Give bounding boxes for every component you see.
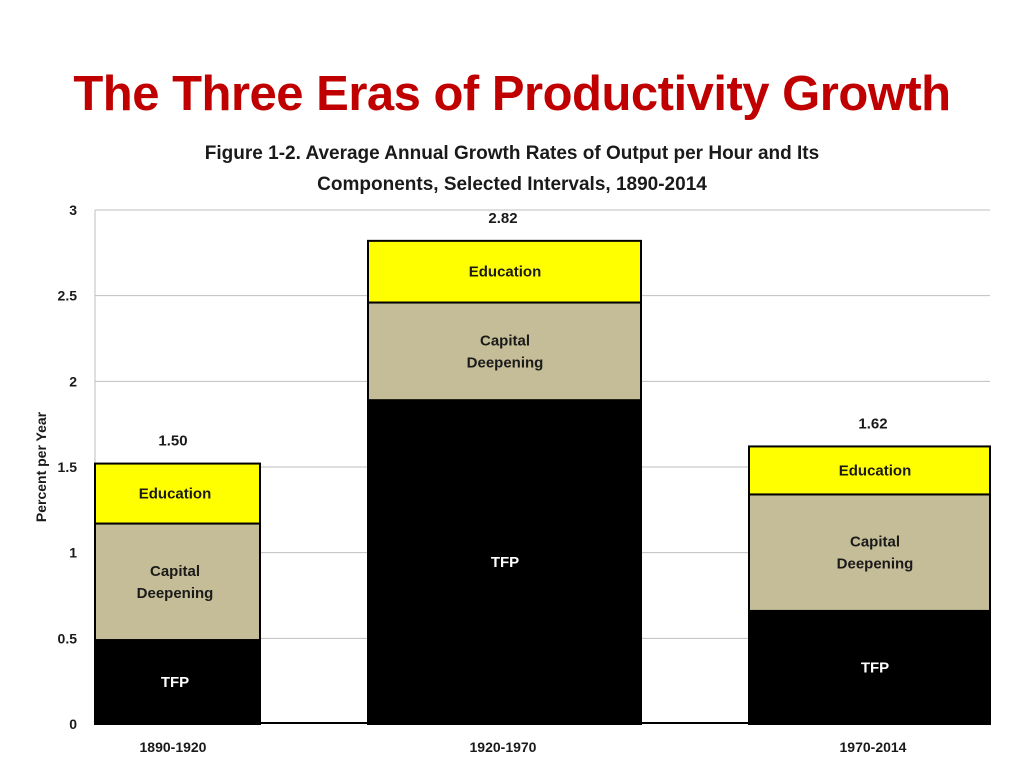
total-label: 2.82 bbox=[488, 210, 517, 227]
chart-title-line-1: Figure 1-2. Average Annual Growth Rates … bbox=[204, 143, 820, 164]
x-tick-label: 1920-1970 bbox=[470, 739, 537, 755]
y-tick-label: 1.5 bbox=[58, 459, 78, 475]
slide-title: The Three Eras of Productivity Growth bbox=[73, 67, 951, 121]
segment-label: Capital bbox=[150, 563, 200, 580]
bar-segment bbox=[94, 639, 261, 726]
segment-label: TFP bbox=[861, 659, 889, 676]
chart-title-line-2: Components, Selected Intervals, 1890-201… bbox=[317, 174, 707, 195]
y-axis: 0 0.5 1 1.5 2 2.5 3 Percent per Year bbox=[33, 202, 96, 732]
y-axis-title: Percent per Year bbox=[33, 411, 49, 522]
segment-label: Capital bbox=[850, 534, 900, 551]
x-tick-label: 1970-2014 bbox=[840, 739, 907, 755]
y-tick-label: 0.5 bbox=[58, 630, 78, 646]
segment-label: Deepening bbox=[837, 556, 914, 573]
segment-label: Capital bbox=[480, 332, 530, 349]
x-tick-label: 1890-1920 bbox=[140, 739, 207, 755]
y-tick-label: 1 bbox=[69, 545, 77, 561]
y-tick-label: 0 bbox=[69, 716, 77, 732]
bar-segment bbox=[367, 239, 642, 304]
labels: TFP Capital Deepening Education 1.50 1890-192… bbox=[137, 210, 914, 755]
total-label: 1.62 bbox=[858, 415, 887, 432]
segment-label: Education bbox=[839, 462, 912, 479]
segment-label: TFP bbox=[491, 554, 519, 571]
bar-segment bbox=[94, 462, 261, 525]
bar-segment bbox=[367, 301, 642, 402]
bar-segment bbox=[367, 399, 642, 725]
bar-segment bbox=[94, 522, 261, 642]
bar-segment bbox=[748, 493, 991, 612]
segment-label: Deepening bbox=[467, 354, 544, 371]
segment-label: Deepening bbox=[137, 585, 214, 602]
y-tick-label: 3 bbox=[69, 202, 77, 218]
total-label: 1.50 bbox=[158, 433, 187, 450]
segment-label: Education bbox=[469, 264, 542, 281]
bar-segment bbox=[748, 445, 991, 496]
y-tick-label: 2 bbox=[69, 373, 77, 389]
y-tick-label: 2.5 bbox=[58, 288, 78, 304]
segment-label: TFP bbox=[161, 674, 189, 691]
segment-label: Education bbox=[139, 486, 212, 503]
chart-title: Figure 1-2. Average Annual Growth Rates … bbox=[112, 138, 912, 200]
bars bbox=[94, 239, 991, 726]
bar-segment bbox=[748, 609, 991, 725]
